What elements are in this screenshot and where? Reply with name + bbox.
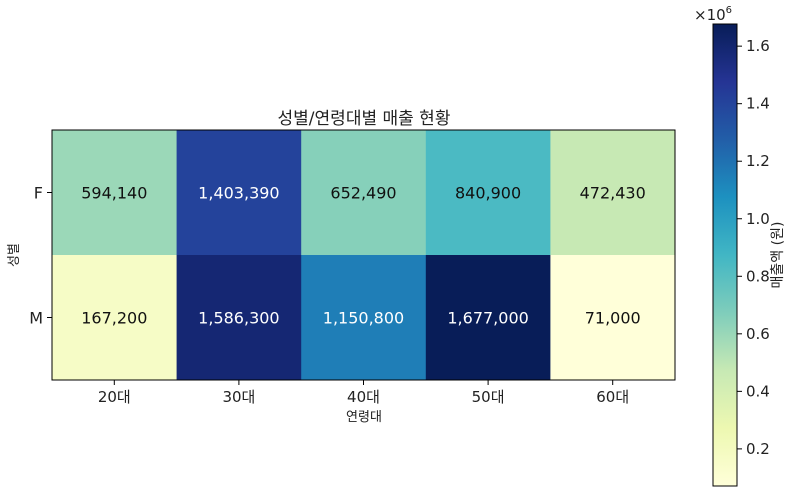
x-tick-label: 60대	[596, 388, 629, 406]
colorbar-ticks: 0.2 0.4 0.6 0.8 1.0 1.2 1.4 1.6	[737, 37, 770, 458]
heatmap-cell	[176, 130, 302, 256]
cell-value-label: 652,490	[330, 184, 396, 203]
colorbar-tick-label: 1.2	[746, 152, 770, 170]
heatmap-cell	[52, 255, 178, 381]
cell-value-label: 472,430	[580, 184, 646, 203]
heatmap-cell	[425, 255, 551, 381]
cell-value-label: 71,000	[585, 309, 641, 328]
y-axis-label: 성별	[7, 243, 22, 267]
y-tick-label: F	[34, 184, 43, 203]
heatmap-cell	[550, 255, 676, 381]
cell-value-label: 1,677,000	[447, 309, 528, 328]
y-axis-ticks: FM	[29, 184, 52, 328]
colorbar-offset-text: ×106	[694, 5, 732, 24]
cell-value-label: 1,150,800	[323, 309, 404, 328]
heatmap-cell	[550, 130, 676, 256]
cell-value-label: 1,586,300	[198, 309, 279, 328]
heatmap-cell	[301, 130, 427, 256]
colorbar-tick-label: 0.2	[746, 440, 770, 458]
colorbar-label: 매출액 (원)	[770, 222, 786, 289]
colorbar-tick-label: 1.4	[746, 95, 770, 113]
x-tick-label: 20대	[98, 388, 131, 406]
x-tick-label: 40대	[347, 388, 380, 406]
colorbar	[712, 23, 738, 487]
x-tick-label: 30대	[222, 388, 255, 406]
x-tick-label: 50대	[472, 388, 505, 406]
colorbar-tick-label: 0.8	[746, 267, 770, 285]
cell-value-label: 1,403,390	[198, 184, 279, 203]
colorbar-tick-label: 1.6	[746, 37, 770, 55]
cell-value-label: 594,140	[81, 184, 147, 203]
heatmap-cell	[301, 255, 427, 381]
chart-title: 성별/연령대별 매출 현황	[278, 109, 451, 129]
colorbar-tick-label: 0.4	[746, 382, 770, 400]
colorbar-tick-label: 0.6	[746, 325, 770, 343]
cell-value-label: 840,900	[455, 184, 521, 203]
x-axis-label: 연령대	[346, 410, 382, 425]
heatmap-cell	[425, 130, 551, 256]
y-tick-label: M	[29, 309, 43, 328]
heatmap-cell	[52, 130, 178, 256]
heatmap-cell	[176, 255, 302, 381]
x-axis-ticks: 20대 30대 40대 50대 60대	[98, 380, 629, 406]
cell-value-label: 167,200	[81, 309, 147, 328]
heatmap-cells: 594,140 1,403,390 652,490 840,900 472,430 167…	[52, 130, 676, 381]
colorbar-tick-label: 1.0	[746, 210, 770, 228]
